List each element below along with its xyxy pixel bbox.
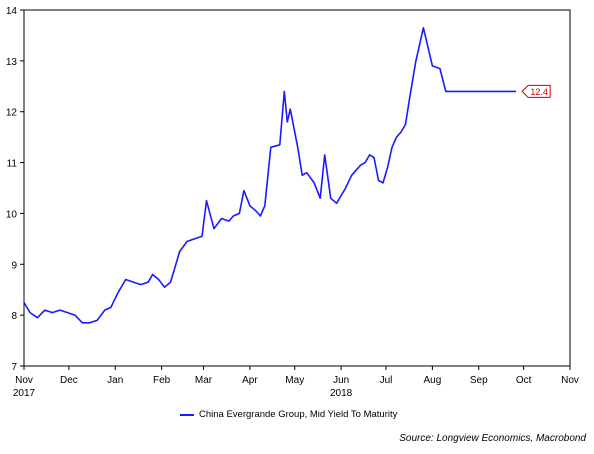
last-value-badge-text: 12.4 — [530, 87, 548, 97]
x-tick-label: Feb — [153, 375, 171, 386]
legend-label: China Evergrande Group, Mid Yield To Mat… — [199, 409, 398, 420]
series-line — [23, 27, 517, 324]
x-tick-label: Nov — [561, 375, 579, 386]
x-tick-label: Jul — [380, 375, 393, 386]
source-note: Source: Longview Economics, Macrobond — [399, 433, 586, 444]
x-tick-label: Dec — [60, 375, 78, 386]
last-value-badge-box — [521, 84, 551, 98]
y-tick-label: 8 — [11, 311, 17, 322]
plot-area-frame — [23, 9, 571, 367]
x-tick-label: Nov — [15, 375, 33, 386]
y-tick-label: 7 — [11, 362, 17, 373]
x-tick-label: Aug — [423, 375, 441, 386]
x-tick-label: Mar — [195, 375, 213, 386]
y-tick-label: 10 — [6, 209, 18, 220]
y-tick-label: 12 — [6, 108, 18, 119]
x-tick-label: Apr — [242, 375, 258, 386]
y-tick-label: 9 — [11, 260, 17, 271]
x-tick-label: May — [285, 375, 304, 386]
x-tick-label: Jun — [333, 375, 349, 386]
legend-line-swatch — [180, 413, 194, 416]
y-tick-label: 11 — [7, 159, 18, 170]
x-axis: Nov 2017 Dec Jan Feb Mar Apr May Jun 2018 Jul Aug Se… — [13, 366, 579, 399]
y-tick-label: 14 — [6, 6, 18, 17]
legend: China Evergrande Group, Mid Yield To Mat… — [180, 409, 397, 420]
x-year-label: 2018 — [330, 388, 353, 399]
y-axis: 7 8 9 10 11 12 13 14 — [6, 6, 24, 373]
x-year-label: 2017 — [13, 388, 36, 399]
x-tick-label: Oct — [516, 375, 532, 386]
x-tick-label: Jan — [107, 375, 123, 386]
y-tick-label: 13 — [6, 57, 18, 68]
last-value-badge: 12.4 — [521, 84, 551, 98]
x-tick-label: Sep — [470, 375, 488, 386]
